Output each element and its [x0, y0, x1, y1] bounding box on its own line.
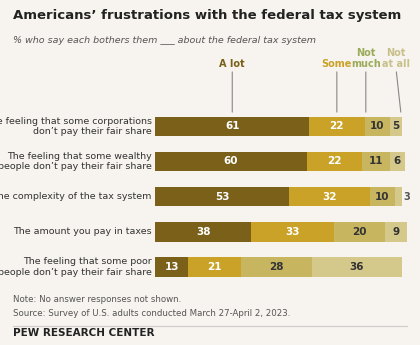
Text: 60: 60 — [224, 157, 238, 167]
Bar — [188, 257, 241, 277]
Text: Source: Survey of U.S. adults conducted March 27-April 2, 2023.: Source: Survey of U.S. adults conducted … — [13, 309, 290, 318]
Text: 28: 28 — [269, 262, 284, 272]
Text: 22: 22 — [330, 121, 344, 131]
Text: % who say each bothers them ___ about the federal tax system: % who say each bothers them ___ about th… — [13, 36, 315, 45]
Bar — [395, 187, 402, 206]
Text: The complexity of the tax system: The complexity of the tax system — [0, 192, 152, 201]
Bar — [307, 152, 362, 171]
Bar — [365, 117, 390, 136]
Text: 22: 22 — [327, 157, 341, 167]
Text: The amount you pay in taxes: The amount you pay in taxes — [13, 227, 152, 236]
Text: 10: 10 — [370, 121, 384, 131]
Bar — [312, 257, 402, 277]
Bar — [155, 152, 307, 171]
Bar — [390, 152, 405, 171]
Bar — [155, 257, 188, 277]
Text: 21: 21 — [207, 262, 222, 272]
Text: Note: No answer responses not shown.: Note: No answer responses not shown. — [13, 295, 181, 304]
Text: Not
at all: Not at all — [382, 48, 410, 69]
Bar — [251, 222, 334, 242]
Text: The feeling that some wealthy
people don’t pay their fair share: The feeling that some wealthy people don… — [0, 152, 152, 171]
Text: The feeling that some poor
people don’t pay their fair share: The feeling that some poor people don’t … — [0, 257, 152, 277]
Text: 33: 33 — [286, 227, 300, 237]
Text: 5: 5 — [392, 121, 400, 131]
Text: 6: 6 — [394, 157, 401, 167]
Bar — [289, 187, 370, 206]
Text: A lot: A lot — [219, 59, 245, 69]
Text: 20: 20 — [352, 227, 367, 237]
Text: PEW RESEARCH CENTER: PEW RESEARCH CENTER — [13, 328, 154, 338]
Text: The feeling that some corporations
don’t pay their fair share: The feeling that some corporations don’t… — [0, 117, 152, 136]
Bar — [155, 222, 251, 242]
Text: 10: 10 — [375, 192, 389, 201]
Bar — [362, 152, 390, 171]
Text: 61: 61 — [225, 121, 239, 131]
Bar — [390, 117, 402, 136]
Bar — [241, 257, 312, 277]
Text: 3: 3 — [404, 192, 410, 201]
Text: 13: 13 — [165, 262, 179, 272]
Text: 9: 9 — [393, 227, 399, 237]
Bar — [155, 117, 309, 136]
Text: 38: 38 — [196, 227, 210, 237]
Bar — [309, 117, 365, 136]
Bar — [370, 187, 395, 206]
Text: 11: 11 — [369, 157, 383, 167]
Text: Americans’ frustrations with the federal tax system: Americans’ frustrations with the federal… — [13, 9, 401, 22]
Text: 36: 36 — [350, 262, 364, 272]
Text: Some: Some — [322, 59, 352, 69]
Text: 32: 32 — [322, 192, 336, 201]
Text: 53: 53 — [215, 192, 229, 201]
Bar — [155, 187, 289, 206]
Bar — [334, 222, 385, 242]
Bar — [385, 222, 407, 242]
Text: Not
much: Not much — [351, 48, 381, 69]
